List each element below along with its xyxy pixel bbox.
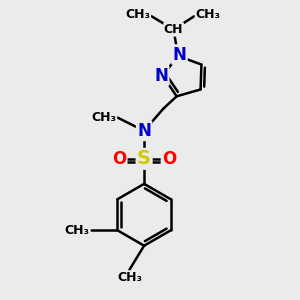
Text: N: N bbox=[154, 67, 168, 85]
Text: CH: CH bbox=[164, 23, 183, 36]
Text: O: O bbox=[162, 150, 176, 168]
Text: CH₃: CH₃ bbox=[117, 271, 142, 284]
Text: CH₃: CH₃ bbox=[196, 8, 221, 21]
Text: N: N bbox=[172, 46, 186, 64]
Text: O: O bbox=[112, 150, 126, 168]
Text: CH₃: CH₃ bbox=[64, 224, 89, 237]
Text: CH₃: CH₃ bbox=[91, 111, 116, 124]
Text: S: S bbox=[137, 149, 151, 168]
Text: N: N bbox=[137, 122, 151, 140]
Text: CH₃: CH₃ bbox=[125, 8, 150, 21]
